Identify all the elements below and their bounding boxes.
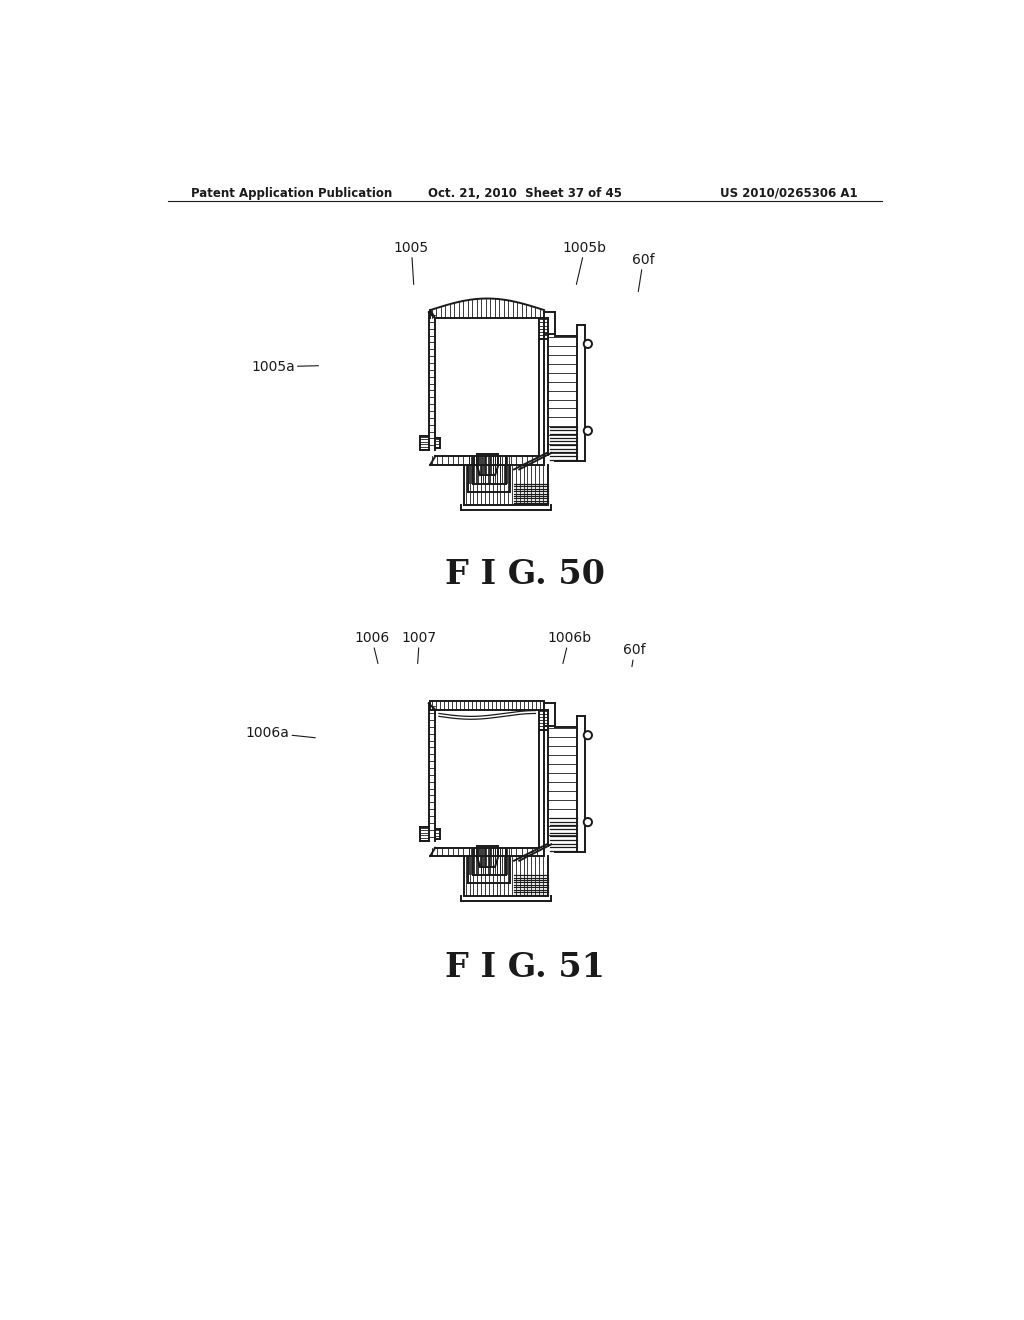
Text: 1005b: 1005b bbox=[563, 240, 607, 284]
Text: Patent Application Publication: Patent Application Publication bbox=[191, 187, 393, 199]
Ellipse shape bbox=[584, 426, 592, 434]
Text: 1006: 1006 bbox=[354, 631, 389, 664]
Text: 1007: 1007 bbox=[401, 631, 437, 664]
Text: F I G. 50: F I G. 50 bbox=[444, 558, 605, 591]
Ellipse shape bbox=[584, 818, 592, 826]
Text: 60f: 60f bbox=[624, 643, 646, 667]
Ellipse shape bbox=[584, 731, 592, 739]
Text: 60f: 60f bbox=[632, 253, 654, 292]
Text: 1006a: 1006a bbox=[246, 726, 315, 739]
Text: 1006b: 1006b bbox=[547, 631, 591, 664]
Text: US 2010/0265306 A1: US 2010/0265306 A1 bbox=[721, 187, 858, 199]
Ellipse shape bbox=[584, 339, 592, 348]
Text: F I G. 51: F I G. 51 bbox=[444, 952, 605, 985]
Text: 1005: 1005 bbox=[394, 240, 429, 284]
Text: 1005a: 1005a bbox=[251, 360, 318, 374]
Text: Oct. 21, 2010  Sheet 37 of 45: Oct. 21, 2010 Sheet 37 of 45 bbox=[428, 187, 622, 199]
